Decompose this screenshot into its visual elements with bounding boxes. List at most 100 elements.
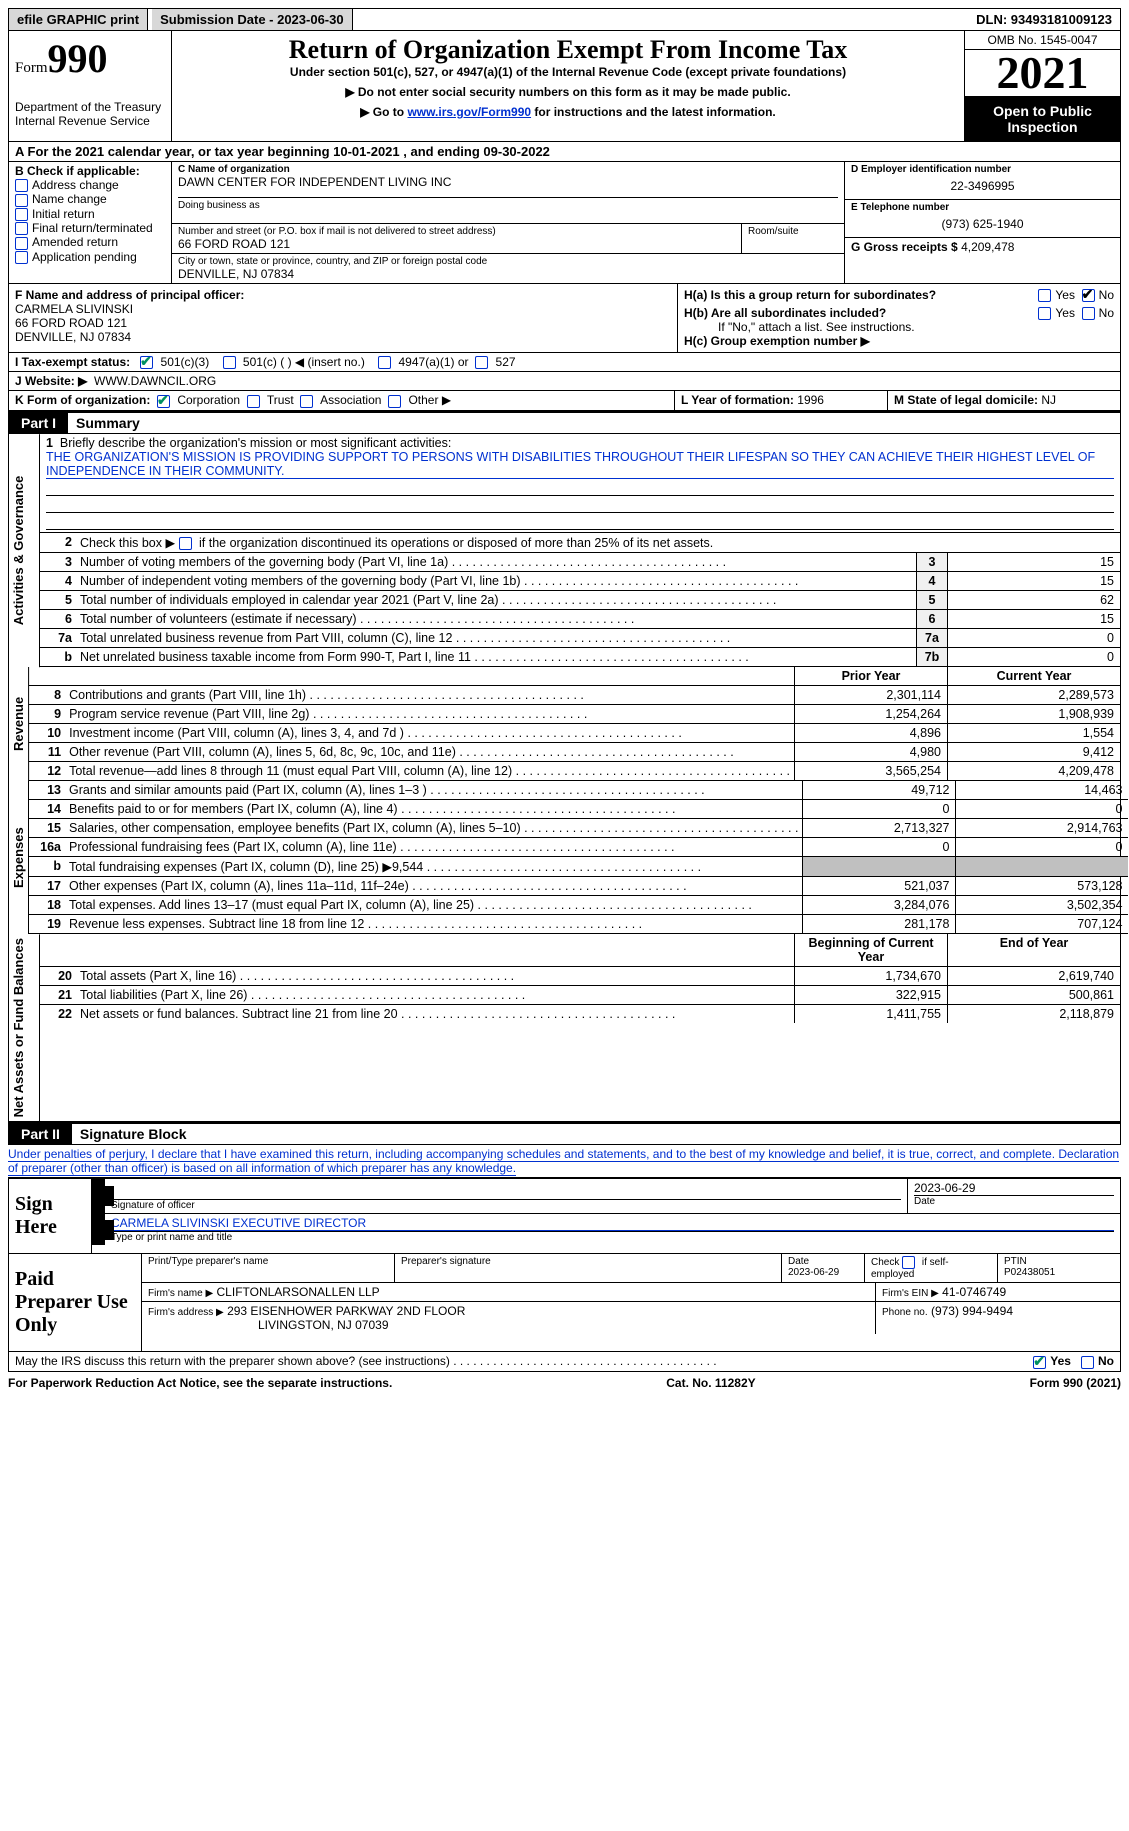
line-13: 13 Grants and similar amounts paid (Part… xyxy=(29,781,1128,800)
part-2-header: Part II Signature Block xyxy=(8,1122,1121,1145)
sign-here-section: Sign Here Signature of officer 2023-06-2… xyxy=(8,1178,1121,1254)
form-subtitle-1: Under section 501(c), 527, or 4947(a)(1)… xyxy=(178,65,958,79)
checkbox-initial-return[interactable] xyxy=(15,208,28,221)
discuss-row: May the IRS discuss this return with the… xyxy=(8,1352,1121,1371)
checkbox-4947a1[interactable] xyxy=(378,356,391,369)
form-number: 990 xyxy=(48,36,108,81)
form-header: Form990 Department of the Treasury Inter… xyxy=(8,31,1121,142)
firm-name: CLIFTONLARSONALLEN LLP xyxy=(217,1285,380,1299)
tax-period: A For the 2021 calendar year, or tax yea… xyxy=(8,142,1121,162)
checkbox-discuss-no[interactable] xyxy=(1081,1356,1094,1369)
vtab-expenses: Expenses xyxy=(9,781,29,934)
checkbox-discuss-yes[interactable] xyxy=(1033,1356,1046,1369)
checkbox-501c[interactable] xyxy=(223,356,236,369)
line-b: b Total fundraising expenses (Part IX, c… xyxy=(29,857,1128,877)
street-address: 66 FORD ROAD 121 xyxy=(178,237,735,251)
line-8: 8 Contributions and grants (Part VIII, l… xyxy=(29,686,1120,705)
ein-label: D Employer identification number xyxy=(851,164,1114,175)
arrow-icon xyxy=(92,1214,105,1245)
street-label: Number and street (or P.O. box if mail i… xyxy=(178,226,735,237)
officer-print-name: CARMELA SLIVINSKI EXECUTIVE DIRECTOR xyxy=(111,1216,1114,1231)
officer-city: DENVILLE, NJ 07834 xyxy=(15,330,131,344)
firm-address-2: LIVINGSTON, NJ 07039 xyxy=(258,1318,389,1332)
tax-status-row: I Tax-exempt status: 501(c)(3) 501(c) ( … xyxy=(8,353,1121,372)
paid-preparer-section: Paid Preparer Use Only Print/Type prepar… xyxy=(8,1254,1121,1352)
checkbox-ha-yes[interactable] xyxy=(1038,289,1051,302)
penalty-statement: Under penalties of perjury, I declare th… xyxy=(8,1145,1121,1178)
net-assets-block: Net Assets or Fund Balances Beginning of… xyxy=(8,934,1121,1122)
dba-label: Doing business as xyxy=(178,197,838,211)
city-address: DENVILLE, NJ 07834 xyxy=(178,267,838,281)
line-11: 11 Other revenue (Part VIII, column (A),… xyxy=(29,743,1120,762)
checkbox-name-change[interactable] xyxy=(15,194,28,207)
part-1-header: Part I Summary xyxy=(8,411,1121,434)
form-subtitle-3: ▶ Go to www.irs.gov/Form990 for instruct… xyxy=(178,105,958,119)
line-9: 9 Program service revenue (Part VIII, li… xyxy=(29,705,1120,724)
form-word: Form xyxy=(15,60,48,76)
phone-label: E Telephone number xyxy=(851,202,1114,213)
line-10: 10 Investment income (Part VIII, column … xyxy=(29,724,1120,743)
line-14: 14 Benefits paid to or for members (Part… xyxy=(29,800,1128,819)
form-title: Return of Organization Exempt From Incom… xyxy=(178,35,958,65)
checkbox-trust[interactable] xyxy=(247,395,260,408)
identity-section: B Check if applicable: Address change Na… xyxy=(8,162,1121,284)
firm-ein: 41-0746749 xyxy=(942,1285,1006,1299)
checkbox-501c3[interactable] xyxy=(140,356,153,369)
checkbox-corporation[interactable] xyxy=(157,395,170,408)
checkbox-hb-no[interactable] xyxy=(1082,307,1095,320)
city-label: City or town, state or province, country… xyxy=(178,256,838,267)
ptin-value: P02438051 xyxy=(1004,1267,1055,1278)
ein-value: 22-3496995 xyxy=(851,175,1114,197)
checkbox-address-change[interactable] xyxy=(15,179,28,192)
gross-receipts-value: 4,209,478 xyxy=(961,240,1014,254)
vtab-activities: Activities & Governance xyxy=(9,434,40,667)
checkbox-discontinued[interactable] xyxy=(179,537,192,550)
efile-print-button[interactable]: efile GRAPHIC print xyxy=(9,9,148,30)
form-org-row: K Form of organization: Corporation Trus… xyxy=(8,391,1121,410)
officer-name: CARMELA SLIVINSKI xyxy=(15,302,133,316)
line-7a: 7a Total unrelated business revenue from… xyxy=(40,629,1120,648)
officer-group-section: F Name and address of principal officer:… xyxy=(8,284,1121,353)
group-exemption-label: H(c) Group exemption number ▶ xyxy=(684,334,1114,348)
dln-label: DLN: 93493181009123 xyxy=(968,9,1120,30)
state-domicile: NJ xyxy=(1041,393,1056,407)
irs-link[interactable]: www.irs.gov/Form990 xyxy=(407,105,531,119)
submission-date-button[interactable]: Submission Date - 2023-06-30 xyxy=(152,9,353,30)
checkbox-ha-no[interactable] xyxy=(1082,289,1095,302)
line-17: 17 Other expenses (Part IX, column (A), … xyxy=(29,877,1128,896)
vtab-netassets: Net Assets or Fund Balances xyxy=(9,934,40,1121)
line-4: 4 Number of independent voting members o… xyxy=(40,572,1120,591)
line-6: 6 Total number of volunteers (estimate i… xyxy=(40,610,1120,629)
officer-label: F Name and address of principal officer: xyxy=(15,288,244,302)
website-row: J Website: ▶ WWW.DAWNCIL.ORG xyxy=(8,372,1121,391)
line-22: 22 Net assets or fund balances. Subtract… xyxy=(40,1005,1120,1023)
checkbox-hb-yes[interactable] xyxy=(1038,307,1051,320)
tax-year: 2021 xyxy=(965,50,1120,97)
checkbox-application-pending[interactable] xyxy=(15,251,28,264)
officer-street: 66 FORD ROAD 121 xyxy=(15,316,127,330)
checkbox-association[interactable] xyxy=(300,395,313,408)
activities-governance-block: Activities & Governance 1 Briefly descri… xyxy=(8,434,1121,667)
line-15: 15 Salaries, other compensation, employe… xyxy=(29,819,1128,838)
checkbox-amended-return[interactable] xyxy=(15,237,28,250)
firm-address-1: 293 EISENHOWER PARKWAY 2ND FLOOR xyxy=(227,1304,465,1318)
dept-treasury: Department of the Treasury xyxy=(15,100,165,114)
line-21: 21 Total liabilities (Part X, line 26) 3… xyxy=(40,986,1120,1005)
checkbox-final-return[interactable] xyxy=(15,222,28,235)
dept-irs: Internal Revenue Service xyxy=(15,114,165,128)
line-b: b Net unrelated business taxable income … xyxy=(40,648,1120,667)
phone-value: (973) 625-1940 xyxy=(851,213,1114,235)
website-value: WWW.DAWNCIL.ORG xyxy=(94,374,216,388)
checkbox-527[interactable] xyxy=(475,356,488,369)
checkbox-self-employed[interactable] xyxy=(902,1256,915,1269)
gross-receipts-label: G Gross receipts $ xyxy=(851,240,958,254)
mission-statement: THE ORGANIZATION'S MISSION IS PROVIDING … xyxy=(46,450,1114,479)
top-bar: efile GRAPHIC print Submission Date - 20… xyxy=(8,8,1121,31)
expenses-block: Expenses 13 Grants and similar amounts p… xyxy=(8,781,1121,934)
checkbox-other[interactable] xyxy=(388,395,401,408)
form-subtitle-2: ▶ Do not enter social security numbers o… xyxy=(178,85,958,99)
org-name-label: C Name of organization xyxy=(178,164,838,175)
firm-phone: (973) 994-9494 xyxy=(931,1304,1013,1318)
year-formation: 1996 xyxy=(797,393,824,407)
org-name: DAWN CENTER FOR INDEPENDENT LIVING INC xyxy=(178,175,838,189)
